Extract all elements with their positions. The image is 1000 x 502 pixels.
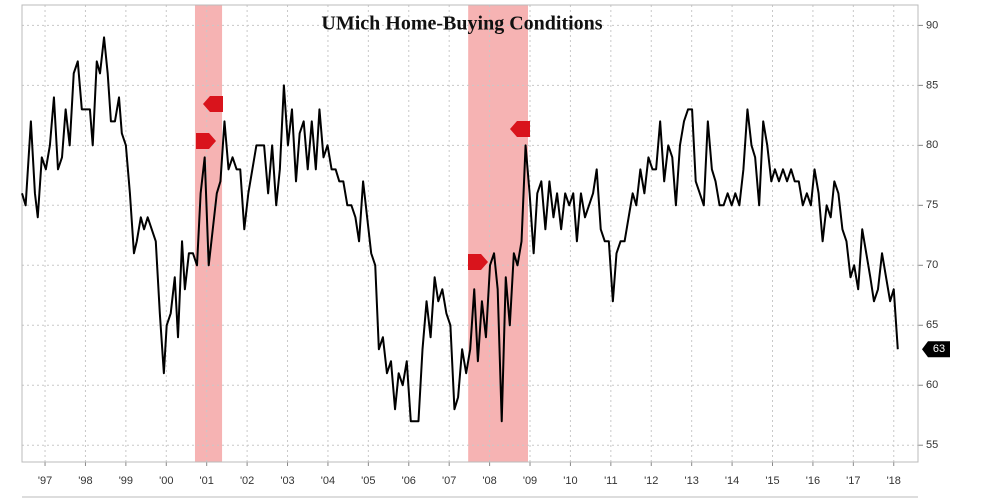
plot-frame bbox=[21, 4, 919, 463]
x-tick-label: '14 bbox=[725, 475, 739, 487]
x-tick-label: '08 bbox=[482, 475, 496, 487]
marker bbox=[203, 96, 223, 112]
marker bbox=[196, 133, 216, 149]
x-tick-label: '97 bbox=[38, 475, 52, 487]
x-tick-label: '15 bbox=[765, 475, 779, 487]
x-tick-label: '10 bbox=[563, 475, 577, 487]
y-tick-label: 75 bbox=[926, 199, 938, 211]
x-tick-label: '02 bbox=[240, 475, 254, 487]
x-tick-label: '11 bbox=[604, 475, 618, 487]
y-tick-label: 65 bbox=[926, 319, 938, 331]
chart-title: UMich Home-Buying Conditions bbox=[321, 13, 602, 35]
y-tick-label: 60 bbox=[926, 379, 938, 391]
x-tick-label: '17 bbox=[846, 475, 860, 487]
x-tick-label: '05 bbox=[361, 475, 375, 487]
y-tick-label: 55 bbox=[926, 439, 938, 451]
y-tick-label: 85 bbox=[926, 79, 938, 91]
x-tick-label: '18 bbox=[887, 475, 901, 487]
y-tick-label: 90 bbox=[926, 19, 938, 31]
x-tick-label: '99 bbox=[119, 475, 133, 487]
x-tick-label: '04 bbox=[321, 475, 335, 487]
recession-shading bbox=[468, 5, 528, 462]
x-tick-label: '07 bbox=[442, 475, 456, 487]
x-tick-label: '98 bbox=[78, 475, 92, 487]
marker bbox=[468, 254, 488, 270]
last-value-label: 63 bbox=[933, 343, 945, 355]
y-tick-label: 70 bbox=[926, 259, 938, 271]
marker bbox=[510, 121, 530, 137]
x-tick-label: '00 bbox=[159, 475, 173, 487]
line bbox=[21, 36, 899, 423]
x-tick-label: '06 bbox=[402, 475, 416, 487]
x-tick-label: '13 bbox=[685, 475, 699, 487]
x-tick-label: '16 bbox=[806, 475, 820, 487]
last-value-box bbox=[922, 341, 950, 358]
x-tick-label: '03 bbox=[280, 475, 294, 487]
x-tick-label: '09 bbox=[523, 475, 537, 487]
x-tick-label: '12 bbox=[644, 475, 658, 487]
y-tick-label: 80 bbox=[926, 139, 938, 151]
x-tick-label: '01 bbox=[200, 475, 214, 487]
